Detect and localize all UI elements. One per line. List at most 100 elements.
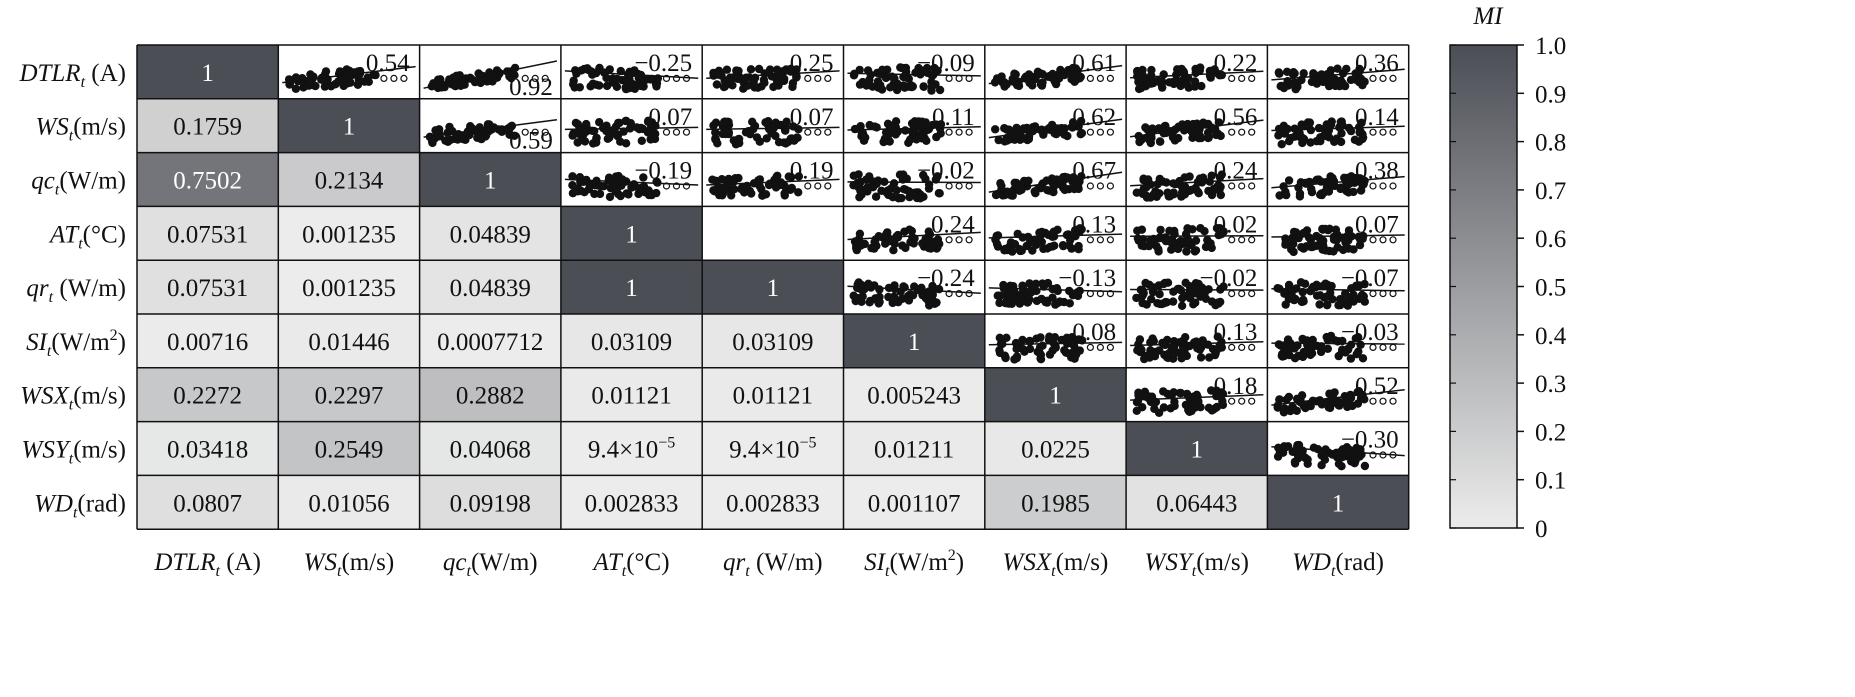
scatter-outlier	[955, 290, 963, 298]
scatter-point	[1316, 137, 1325, 146]
scatter-point	[1357, 118, 1366, 128]
scatter-point	[1357, 74, 1366, 84]
scatter-point	[921, 174, 930, 183]
mi-cell-4-4	[702, 260, 844, 314]
scatter-point	[740, 188, 749, 197]
scatter-point	[1312, 176, 1321, 185]
scatter-point	[1315, 300, 1324, 309]
scatter-point	[873, 77, 883, 86]
scatter-point	[1039, 244, 1048, 254]
scatter-point	[595, 189, 605, 199]
colorbar-tick-label: 0.4	[1535, 323, 1567, 350]
colorbar-gradient	[1449, 44, 1518, 529]
scatter-point	[1156, 225, 1165, 235]
scatter-point	[1347, 172, 1356, 181]
scatter-panel-1-5: 0.11	[843, 98, 985, 153]
variable-name: WSX	[20, 383, 70, 410]
scatter-point	[445, 126, 455, 135]
scatter-outlier	[1379, 74, 1387, 83]
scatter-point	[1285, 350, 1294, 360]
scatter-point	[1072, 350, 1081, 359]
scatter-point	[1172, 70, 1181, 80]
scatter-point	[746, 65, 756, 74]
scatter-panel-1-8: 0.14	[1267, 98, 1409, 153]
scatter-point	[1282, 190, 1291, 200]
variable-subscript: t	[216, 563, 221, 580]
scatter-point	[1344, 188, 1353, 197]
scatter-point	[856, 186, 865, 196]
scatter-panel-0-8: 0.36	[1267, 45, 1409, 99]
scatter-outlier	[1086, 236, 1095, 244]
scatter-point	[1002, 125, 1011, 134]
scatter-point	[575, 83, 584, 92]
variable-name: qc	[31, 168, 55, 195]
scatter-point	[1204, 186, 1213, 196]
scatter-point	[1356, 340, 1365, 349]
scatter-point	[880, 134, 890, 143]
scatter-outlier	[1248, 236, 1256, 244]
scatter-point	[1325, 246, 1334, 256]
scatter-panels: 0.54 0.92 −0.25 0.25 −0.09 0.61 0.22 0.36 0.59 0.…	[278, 45, 1409, 476]
scatter-point	[907, 81, 916, 90]
scatter-point	[784, 172, 793, 181]
scatter-point	[727, 191, 736, 200]
scatter-point	[1287, 241, 1296, 251]
scatter-outlier	[1379, 182, 1387, 190]
scatter-point	[1277, 350, 1287, 359]
scatter-point	[363, 73, 372, 82]
scatter-point	[1334, 459, 1344, 468]
scatter-point	[867, 243, 876, 253]
scatter-outlier	[531, 74, 539, 83]
scatter-point	[1024, 134, 1034, 144]
correlation-label: 0.61	[1072, 50, 1116, 77]
scatter-point	[901, 126, 910, 135]
scatter-point	[1196, 224, 1205, 233]
scatter-outlier	[1238, 182, 1246, 190]
mi-value-label: 0.01056	[308, 490, 389, 517]
scatter-points	[1281, 224, 1397, 257]
scatter-points	[995, 332, 1115, 364]
correlation-label: −0.02	[917, 158, 975, 185]
scatter-point	[1185, 293, 1195, 303]
scatter-point	[1286, 406, 1295, 416]
scatter-panel-3-8: 0.07	[1267, 206, 1409, 261]
scatter-point	[1197, 81, 1206, 91]
mi-value-label: 1	[1191, 437, 1204, 464]
scatter-outlier	[1106, 343, 1115, 351]
scatter-point	[639, 173, 648, 182]
scatter-point	[889, 179, 899, 188]
scatter-point	[1157, 80, 1166, 89]
scatter-point	[1296, 278, 1306, 287]
scatter-outlier	[814, 182, 822, 190]
correlation-label: 0.18	[1214, 373, 1258, 400]
scatter-point	[1015, 186, 1024, 195]
mi-cell-6-3	[560, 367, 703, 422]
correlation-label: 0.38	[1355, 158, 1399, 185]
scatter-point	[649, 132, 658, 141]
scatter-point	[1133, 396, 1143, 406]
scatter-point	[1318, 224, 1327, 234]
scatter-point	[1139, 288, 1148, 298]
fit-line	[988, 287, 1123, 293]
mi-value-label: 0.01121	[591, 383, 671, 410]
mi-value-label: 1	[201, 60, 214, 87]
scatter-points	[991, 116, 1115, 146]
mi-value-label: 0.2549	[315, 437, 384, 464]
scatter-point	[1315, 396, 1325, 405]
scatter-outlier	[541, 128, 549, 136]
scatter-point	[1146, 236, 1155, 245]
scatter-panel-0-1: 0.54	[278, 45, 420, 99]
column-labels: DTLRt (A) WSt(m/s) qct(W/m) ATt(°C) qrt (W/m…	[153, 547, 1384, 580]
mi-value-label: 0.001235	[302, 221, 396, 248]
scatter-point	[1018, 344, 1027, 354]
correlation-label: −0.24	[917, 265, 975, 292]
fit-line	[1130, 340, 1264, 347]
scatter-point	[1048, 293, 1057, 302]
variable-name: DTLR	[18, 60, 80, 87]
scatter-point	[1155, 234, 1164, 243]
scatter-point	[1181, 79, 1191, 88]
scatter-point	[1037, 237, 1047, 247]
scatter-point	[889, 246, 898, 255]
scatter-point	[885, 236, 894, 246]
scatter-point	[1181, 278, 1190, 287]
